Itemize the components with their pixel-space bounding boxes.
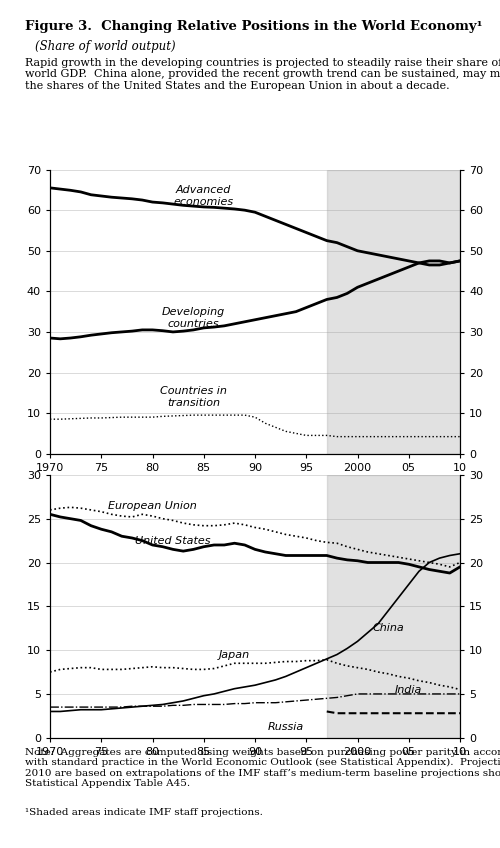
Text: Developing
countries: Developing countries: [162, 307, 225, 328]
Text: China: China: [372, 623, 404, 633]
Text: (Share of world output): (Share of world output): [35, 40, 176, 53]
Bar: [327, 170, 460, 454]
Text: Countries in
transition: Countries in transition: [160, 386, 227, 408]
Text: Rapid growth in the developing countries is projected to steadily raise their sh: Rapid growth in the developing countries…: [25, 58, 500, 91]
Text: Figure 3.  Changing Relative Positions in the World Economy¹: Figure 3. Changing Relative Positions in…: [25, 20, 482, 32]
Text: India: India: [395, 684, 422, 695]
Text: Russia: Russia: [268, 722, 304, 732]
Text: Note:  Aggregates are computed using weights based on purchasing power parity in: Note: Aggregates are computed using weig…: [25, 748, 500, 789]
Text: ¹Shaded areas indicate IMF staff projections.: ¹Shaded areas indicate IMF staff project…: [25, 808, 263, 817]
Text: European Union: European Union: [108, 500, 197, 510]
Bar: [327, 475, 460, 738]
Text: Japan: Japan: [219, 650, 250, 660]
Text: United States: United States: [135, 536, 211, 545]
Text: Advanced
economies: Advanced economies: [174, 185, 234, 207]
